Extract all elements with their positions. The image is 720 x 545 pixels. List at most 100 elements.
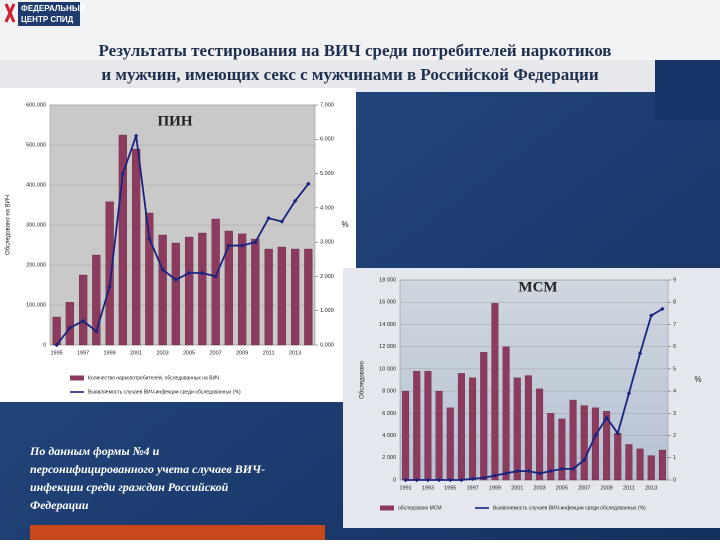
bar <box>277 246 286 346</box>
bar <box>591 407 599 481</box>
bar <box>145 212 154 346</box>
bar <box>251 238 260 346</box>
line-marker <box>107 284 112 289</box>
line-marker <box>120 171 126 176</box>
line-marker <box>147 236 152 241</box>
y2-tick-label: 3 <box>673 411 676 417</box>
line-marker <box>67 325 73 331</box>
y-tick-label: 500.000 <box>26 142 46 148</box>
x-tick-label: 1999 <box>489 485 501 491</box>
legend-label: обследовано МСМ <box>398 505 442 511</box>
line-marker <box>515 468 520 474</box>
note: инфекции среди граждан Российской <box>30 480 229 494</box>
y2-tick-label: 0.000 <box>320 342 334 348</box>
line-marker <box>470 476 475 482</box>
line-marker <box>626 391 632 396</box>
y-tick-label: 200.000 <box>26 262 46 268</box>
line-marker <box>615 431 620 436</box>
x-tick-label: 2003 <box>157 350 169 356</box>
bar <box>502 346 510 481</box>
bar <box>435 390 443 481</box>
y2-tick-label: 6.000 <box>320 137 334 143</box>
line-marker <box>492 473 498 478</box>
line-marker <box>436 477 442 483</box>
line <box>55 135 310 346</box>
x-tick-label: 2001 <box>511 485 523 491</box>
x-tick-label: 1991 <box>399 485 411 491</box>
bar <box>480 352 488 481</box>
line-marker <box>292 198 298 204</box>
bar <box>491 303 499 481</box>
line-marker <box>660 306 665 312</box>
y2-tick-label: 9 <box>673 277 676 283</box>
header-accent <box>655 60 720 120</box>
y-tick-label: 12 000 <box>379 344 396 350</box>
line-marker <box>226 243 232 248</box>
note: Федерации <box>30 498 89 512</box>
line-marker <box>593 433 598 438</box>
note: По данным формы №4 и <box>29 444 160 458</box>
y2-tick-label: 6 <box>673 344 676 350</box>
bar <box>513 377 521 481</box>
y2-tick-label: 7 <box>673 322 676 328</box>
bar <box>118 134 128 346</box>
line-marker <box>448 477 453 483</box>
legend-swatch <box>70 375 84 381</box>
logo-icon <box>4 3 16 23</box>
x-tick-label: 2013 <box>289 350 301 356</box>
x-tick-label: 1995 <box>444 485 456 491</box>
y2-tick-label: 4.000 <box>320 205 334 211</box>
slide-title: и мужчин, имеющих секс с мужчинами в Рос… <box>101 65 598 84</box>
line-marker <box>80 318 86 324</box>
x-tick-label: 2001 <box>130 350 142 356</box>
bar <box>92 254 101 346</box>
line-marker <box>481 475 486 480</box>
y2-tick-label: 8 <box>673 300 676 306</box>
bar <box>131 148 141 346</box>
bar <box>402 390 410 481</box>
bar <box>158 234 167 346</box>
line-marker <box>414 477 419 483</box>
x-tick-label: 1997 <box>77 350 89 356</box>
y-tick-label: 0 <box>43 342 46 348</box>
x-tick-label: 2003 <box>533 485 545 491</box>
bar <box>658 449 666 481</box>
bar <box>547 413 555 481</box>
y-tick-label: 0 <box>393 477 396 483</box>
line-marker <box>548 468 553 474</box>
y-tick-label: 100.000 <box>26 302 46 308</box>
line-marker <box>173 277 179 283</box>
y-tick-label: 8 000 <box>382 389 396 395</box>
x-tick-label: 2009 <box>236 350 248 356</box>
line-marker <box>160 267 165 272</box>
line-marker <box>239 243 245 248</box>
line-marker <box>425 477 431 483</box>
y-axis-label: Обследовано на ВИЧ <box>6 195 12 255</box>
bar <box>198 232 207 346</box>
bar <box>636 448 644 481</box>
bar <box>304 248 313 346</box>
x-tick-label: 2005 <box>556 485 568 491</box>
x-tick-label: 2007 <box>210 350 222 356</box>
bar <box>469 377 477 481</box>
x-tick-label: 2009 <box>600 485 612 491</box>
y-axis-label: Обследовано <box>360 360 366 398</box>
bar <box>264 248 273 346</box>
bar <box>603 410 611 481</box>
legend-label: Выявляемость случаев ВИЧ-инфекции среди … <box>88 389 241 395</box>
bar <box>184 236 194 346</box>
legend-label: Выявляемость случаев ВИЧ-инфекции среди … <box>493 505 646 511</box>
line-marker <box>253 239 258 245</box>
y2-tick-label: 4 <box>673 389 676 395</box>
logo-text: ФЕДЕРАЛЬНЫЙ <box>21 4 86 13</box>
y2-axis-label: % <box>694 375 701 384</box>
y-tick-label: 10 000 <box>379 366 396 372</box>
line-marker <box>637 351 643 356</box>
accent-bar <box>30 525 325 540</box>
line-marker <box>54 342 59 348</box>
bar <box>558 418 566 481</box>
bar <box>580 405 588 481</box>
bar <box>290 248 300 346</box>
legend-swatch <box>380 505 394 511</box>
